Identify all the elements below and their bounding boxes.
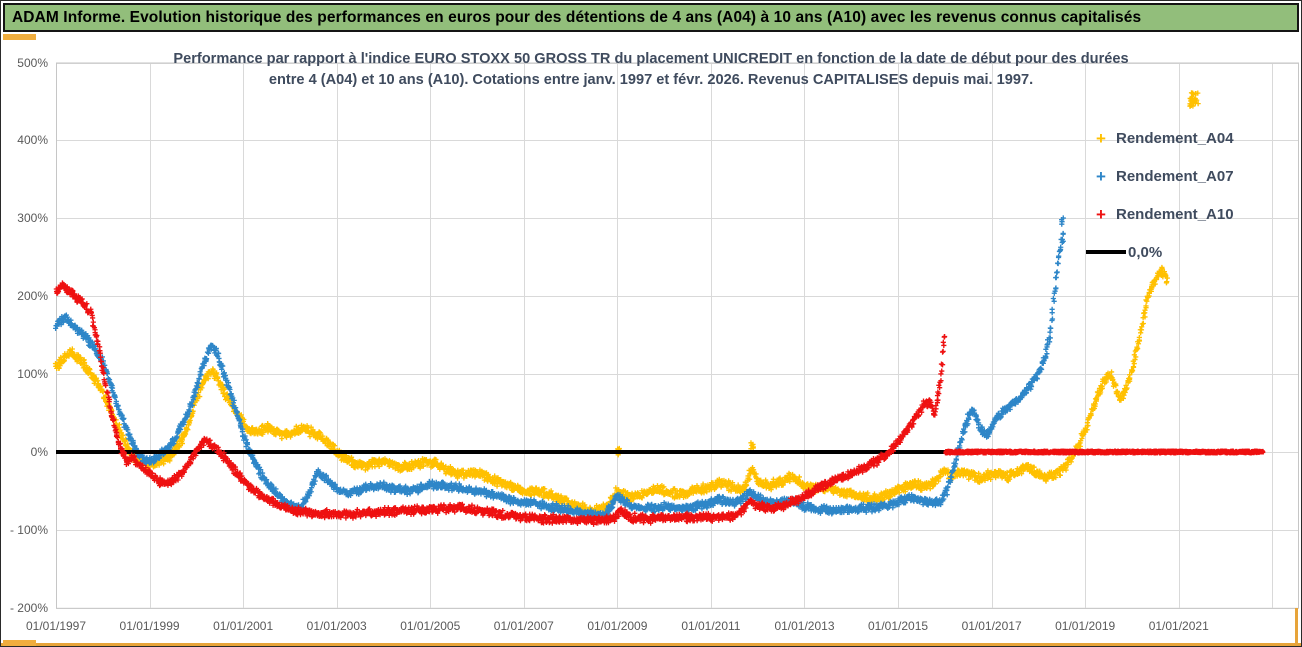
x-tick-label: 01/01/2003 (306, 619, 367, 633)
legend-line-swatch (1086, 250, 1126, 254)
legend-item-rendement-a10[interactable]: + Rendement_A10 (1086, 195, 1276, 233)
chart-title-line2: entre 4 (A04) et 10 ans (A10). Cotations… (268, 72, 1034, 88)
legend-plus-marker-icon: + (1096, 204, 1106, 224)
gold-accent-bottom-right (1295, 608, 1298, 646)
y-tick-label: - 200% (9, 600, 48, 615)
legend-item-rendement-a07[interactable]: + Rendement_A07 (1086, 157, 1276, 195)
x-tick-label: 01/01/2019 (1055, 619, 1116, 633)
legend-item-0-0-[interactable]: 0,0% (1086, 233, 1276, 271)
legend-plus-marker-icon: + (1096, 166, 1106, 186)
x-tick-label: 01/01/2011 (681, 619, 741, 633)
x-tick-label: 01/01/2017 (961, 619, 1022, 633)
y-tick-label: 400% (17, 133, 48, 148)
y-tick-label: 300% (17, 211, 48, 226)
legend-item-label: Rendement_A04 (1116, 129, 1234, 147)
gold-accent-bottom-left (3, 640, 36, 646)
y-tick-label: 500% (17, 55, 48, 70)
x-tick-label: 01/01/2001 (213, 619, 274, 633)
x-tick-label: 01/01/2005 (400, 619, 461, 633)
legend-item-label: Rendement_A10 (1116, 205, 1234, 223)
y-tick-label: 100% (17, 367, 48, 382)
chart-title-line1: Performance par rapport à l'indice EURO … (173, 51, 1129, 67)
x-tick-label: 01/01/1997 (25, 619, 87, 633)
x-tick-label: 01/01/2021 (1148, 619, 1209, 633)
x-tick-label: 01/01/2013 (774, 619, 835, 633)
legend-item-label: Rendement_A07 (1116, 167, 1234, 185)
legend-item-label: 0,0% (1128, 243, 1163, 261)
x-tick-label: 01/01/2015 (868, 619, 929, 633)
y-tick-label: 0% (30, 445, 48, 459)
x-tick-label: 01/01/1999 (119, 619, 180, 633)
gold-border-bottom (1, 643, 1301, 646)
x-tick-label: 01/01/2007 (493, 619, 554, 633)
y-tick-label: 200% (17, 289, 48, 304)
x-tick-label: 01/01/2009 (587, 619, 648, 633)
chart-legend: + Rendement_A04 + Rendement_A07 + Rendement_A… (1086, 119, 1276, 271)
legend-plus-marker-icon: + (1096, 128, 1106, 148)
legend-item-rendement-a04[interactable]: + Rendement_A04 (1086, 119, 1276, 157)
y-tick-label: - 100% (9, 522, 48, 537)
chart-title: Performance par rapport à l'indice EURO … (131, 49, 1171, 91)
